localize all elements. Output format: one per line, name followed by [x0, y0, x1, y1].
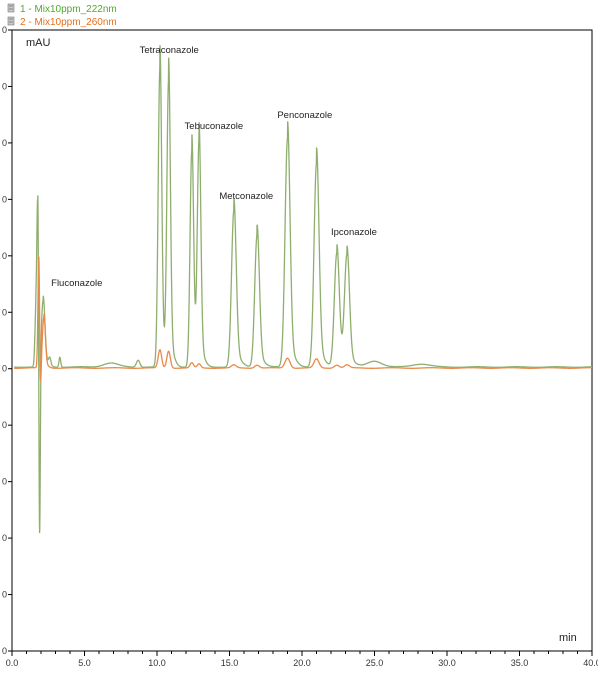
x-tick-label: 5.0	[78, 658, 91, 668]
series-trace-2	[14, 256, 593, 382]
x-tick-label: 20.0	[293, 658, 311, 668]
peak-label: Ipconazole	[331, 227, 377, 238]
x-tick-label: 30.0	[438, 658, 456, 668]
legend-swatch-icon	[7, 16, 15, 26]
y-tick-label: 0	[2, 477, 7, 487]
y-tick-label: 0	[2, 307, 7, 317]
legend-swatch-icon	[7, 3, 15, 13]
y-tick-label: 0	[2, 533, 7, 543]
y-axis-unit-label: mAU	[26, 37, 51, 49]
x-tick-label: 40.0	[583, 658, 598, 668]
peak-label: Penconazole	[277, 110, 332, 121]
y-tick-label: 0	[2, 646, 7, 656]
x-tick-label: 10.0	[148, 658, 166, 668]
y-tick-label: 0	[2, 364, 7, 374]
peak-labels: Fluconazole Tetraconazole Tebuconazole Metc…	[51, 45, 377, 289]
peak-label: Tetraconazole	[140, 45, 199, 56]
x-axis-ticks: 0.0 5.0 10.0 15.0 20.0 25.0 30.0 35.0 40.0	[6, 651, 598, 668]
y-tick-label: 0	[2, 590, 7, 600]
y-axis-ticks: 0 0 0 0 0 0 0 0 0 0 0 0	[2, 25, 12, 656]
legend-label-series-1: 1 - Mix10ppm_222nm	[20, 4, 117, 15]
y-tick-label: 0	[2, 420, 7, 430]
plot-frame	[11, 29, 593, 652]
peak-label: Fluconazole	[51, 278, 102, 289]
series-layer	[14, 45, 593, 533]
y-tick-label: 0	[2, 81, 7, 91]
x-tick-label: 25.0	[366, 658, 384, 668]
legend-item-series-2[interactable]: 2 - Mix10ppm_260nm	[7, 16, 117, 28]
y-tick-label: 0	[2, 138, 7, 148]
legend: 1 - Mix10ppm_222nm 2 - Mix10ppm_260nm	[7, 3, 117, 28]
legend-item-series-1[interactable]: 1 - Mix10ppm_222nm	[7, 3, 117, 15]
y-tick-label: 0	[2, 25, 7, 35]
y-tick-label: 0	[2, 194, 7, 204]
peak-label: Tebuconazole	[185, 121, 244, 132]
peak-label: Metconazole	[219, 191, 273, 202]
x-tick-label: 0.0	[6, 658, 19, 668]
x-axis-unit-label: min	[559, 632, 577, 644]
legend-label-series-2: 2 - Mix10ppm_260nm	[20, 17, 117, 28]
x-tick-label: 15.0	[221, 658, 239, 668]
series-trace-1	[14, 45, 592, 533]
x-tick-label: 35.0	[511, 658, 529, 668]
y-tick-label: 0	[2, 251, 7, 261]
